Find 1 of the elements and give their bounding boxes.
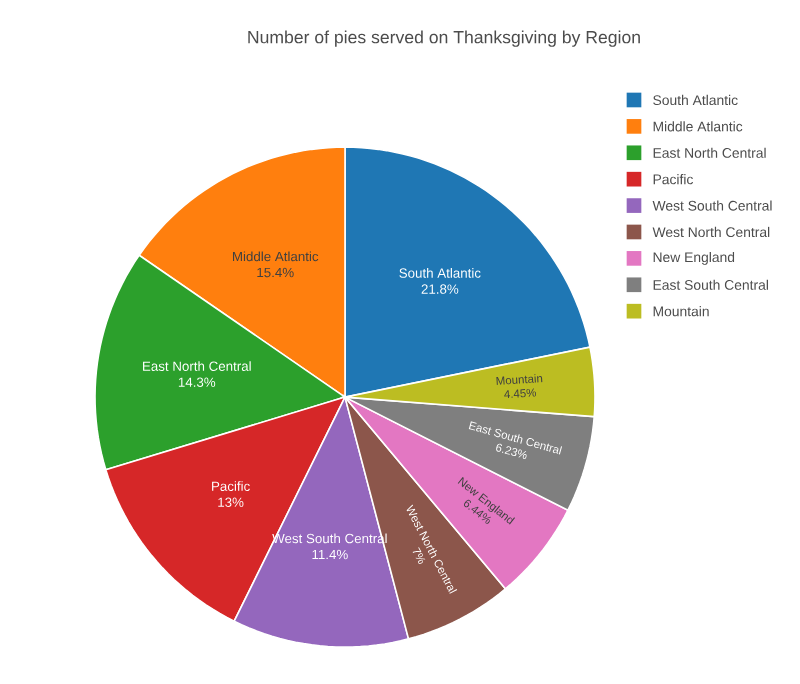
- chart-title: Number of pies served on Thanksgiving by Region: [248, 30, 640, 47]
